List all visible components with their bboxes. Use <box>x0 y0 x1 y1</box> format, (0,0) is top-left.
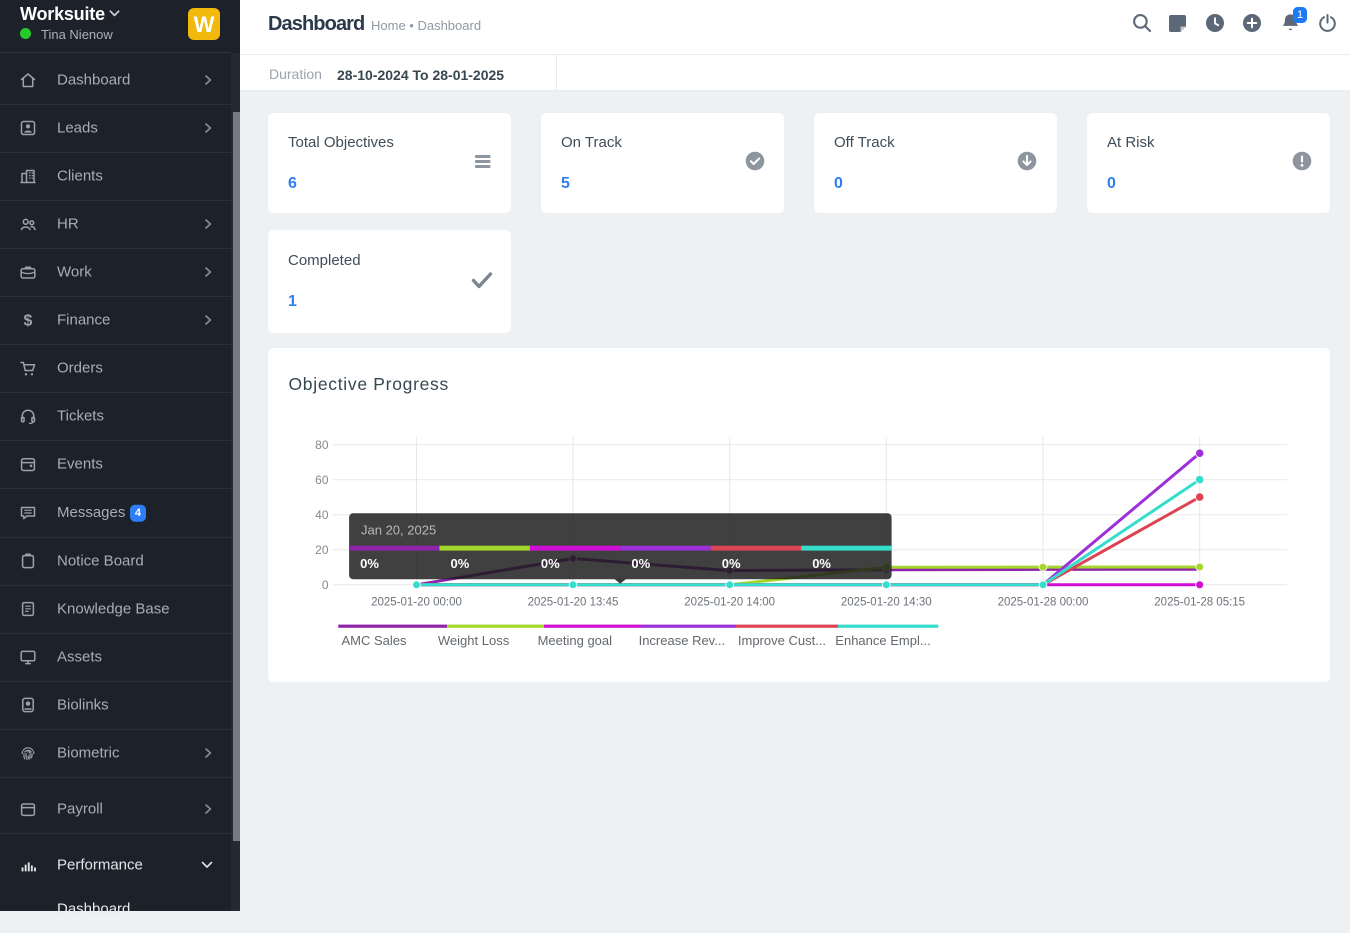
svg-text:40: 40 <box>315 508 329 522</box>
svg-text:2025-01-20 13:45: 2025-01-20 13:45 <box>528 597 619 609</box>
svg-text:2025-01-20 14:00: 2025-01-20 14:00 <box>684 597 775 609</box>
svg-text:AMC Sales: AMC Sales <box>342 633 408 648</box>
svg-text:0%: 0% <box>631 556 650 571</box>
svg-text:2025-01-28 05:15: 2025-01-28 05:15 <box>1154 597 1245 609</box>
svg-text:20: 20 <box>315 543 329 557</box>
svg-text:Increase Rev...: Increase Rev... <box>639 633 725 648</box>
svg-text:2025-01-20 00:00: 2025-01-20 00:00 <box>371 597 462 609</box>
svg-text:0%: 0% <box>541 556 560 571</box>
svg-text:Jan 20, 2025: Jan 20, 2025 <box>361 523 436 538</box>
svg-text:80: 80 <box>315 438 329 452</box>
svg-text:Enhance Empl...: Enhance Empl... <box>835 633 930 648</box>
svg-text:Weight Loss: Weight Loss <box>438 633 510 648</box>
svg-text:Objective Progress: Objective Progress <box>289 374 449 394</box>
svg-text:2025-01-20 14:30: 2025-01-20 14:30 <box>841 597 932 609</box>
svg-text:0%: 0% <box>812 556 831 571</box>
svg-text:60: 60 <box>315 473 329 487</box>
svg-text:0%: 0% <box>360 556 379 571</box>
svg-text:Improve Cust...: Improve Cust... <box>738 633 826 648</box>
svg-text:Meeting goal: Meeting goal <box>538 633 613 648</box>
svg-text:0%: 0% <box>451 556 470 571</box>
svg-text:0: 0 <box>322 578 329 592</box>
svg-text:0%: 0% <box>722 556 741 571</box>
svg-text:2025-01-28 00:00: 2025-01-28 00:00 <box>998 597 1089 609</box>
svg-text:$: $ <box>24 312 33 329</box>
